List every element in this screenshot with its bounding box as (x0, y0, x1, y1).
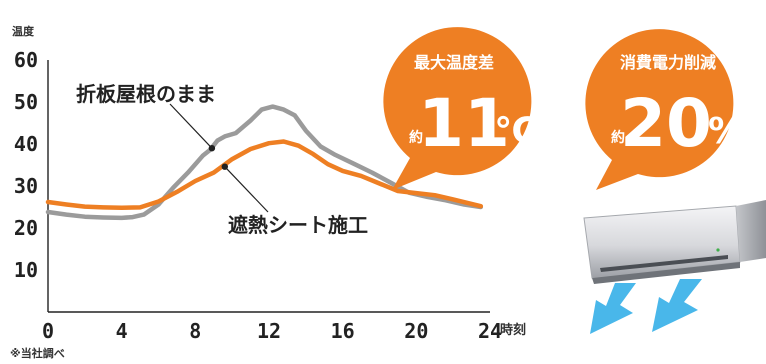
badge-unit: ℃ (494, 111, 538, 152)
y-tick-label: 10 (14, 258, 38, 282)
series-line-orange (45, 139, 484, 211)
badge-power-reduction: 消費電力削減 約 20 % (585, 29, 744, 190)
air-conditioner-icon (583, 200, 766, 284)
x-tick-label: 16 (331, 319, 355, 343)
y-tick-label: 50 (14, 90, 38, 114)
y-axis-title: 温度 (12, 24, 35, 38)
badge-value: 20 (620, 85, 712, 162)
y-tick-label: 60 (14, 48, 38, 72)
y-tick-label: 20 (14, 216, 38, 240)
y-tick-labels: 10 20 30 40 50 60 (14, 48, 38, 282)
annotation-leader-orange (224, 166, 269, 213)
annotation-marker-orange (221, 163, 228, 170)
airflow-arrow-icon (590, 279, 702, 334)
series-line-gray (45, 104, 484, 221)
badge-shape (585, 29, 734, 190)
x-tick-label: 4 (116, 319, 128, 343)
x-tick-labels: 0 4 8 12 16 20 24 (42, 319, 502, 343)
annotation-leader-gray (169, 103, 213, 149)
badge-unit: % (708, 111, 744, 152)
badge-title: 消費電力削減 (620, 53, 716, 72)
badge-value: 11 (418, 85, 510, 162)
y-tick-label: 30 (14, 174, 38, 198)
y-tick-label: 40 (14, 132, 38, 156)
x-tick-label: 0 (42, 319, 54, 343)
x-axis-title: 時刻 (500, 322, 526, 338)
badge-shape (383, 27, 532, 191)
x-tick-label: 12 (257, 319, 281, 343)
badge-prefix: 約 (611, 129, 625, 146)
source-note: ※当社調べ (10, 346, 65, 360)
badge-title: 最大温度差 (414, 53, 494, 72)
annotation-marker-gray (208, 145, 216, 152)
x-tick-label: 8 (189, 319, 201, 343)
badge-max-temp-diff: 最大温度差 約 11 ℃ (383, 27, 538, 191)
x-tick-label: 24 (478, 319, 502, 343)
x-tick-label: 20 (404, 319, 428, 343)
series-label-orange: 遮熱シート施工 (228, 213, 368, 237)
series-label-gray: 折板屋根のまま (76, 82, 216, 106)
badge-prefix: 約 (409, 129, 423, 146)
